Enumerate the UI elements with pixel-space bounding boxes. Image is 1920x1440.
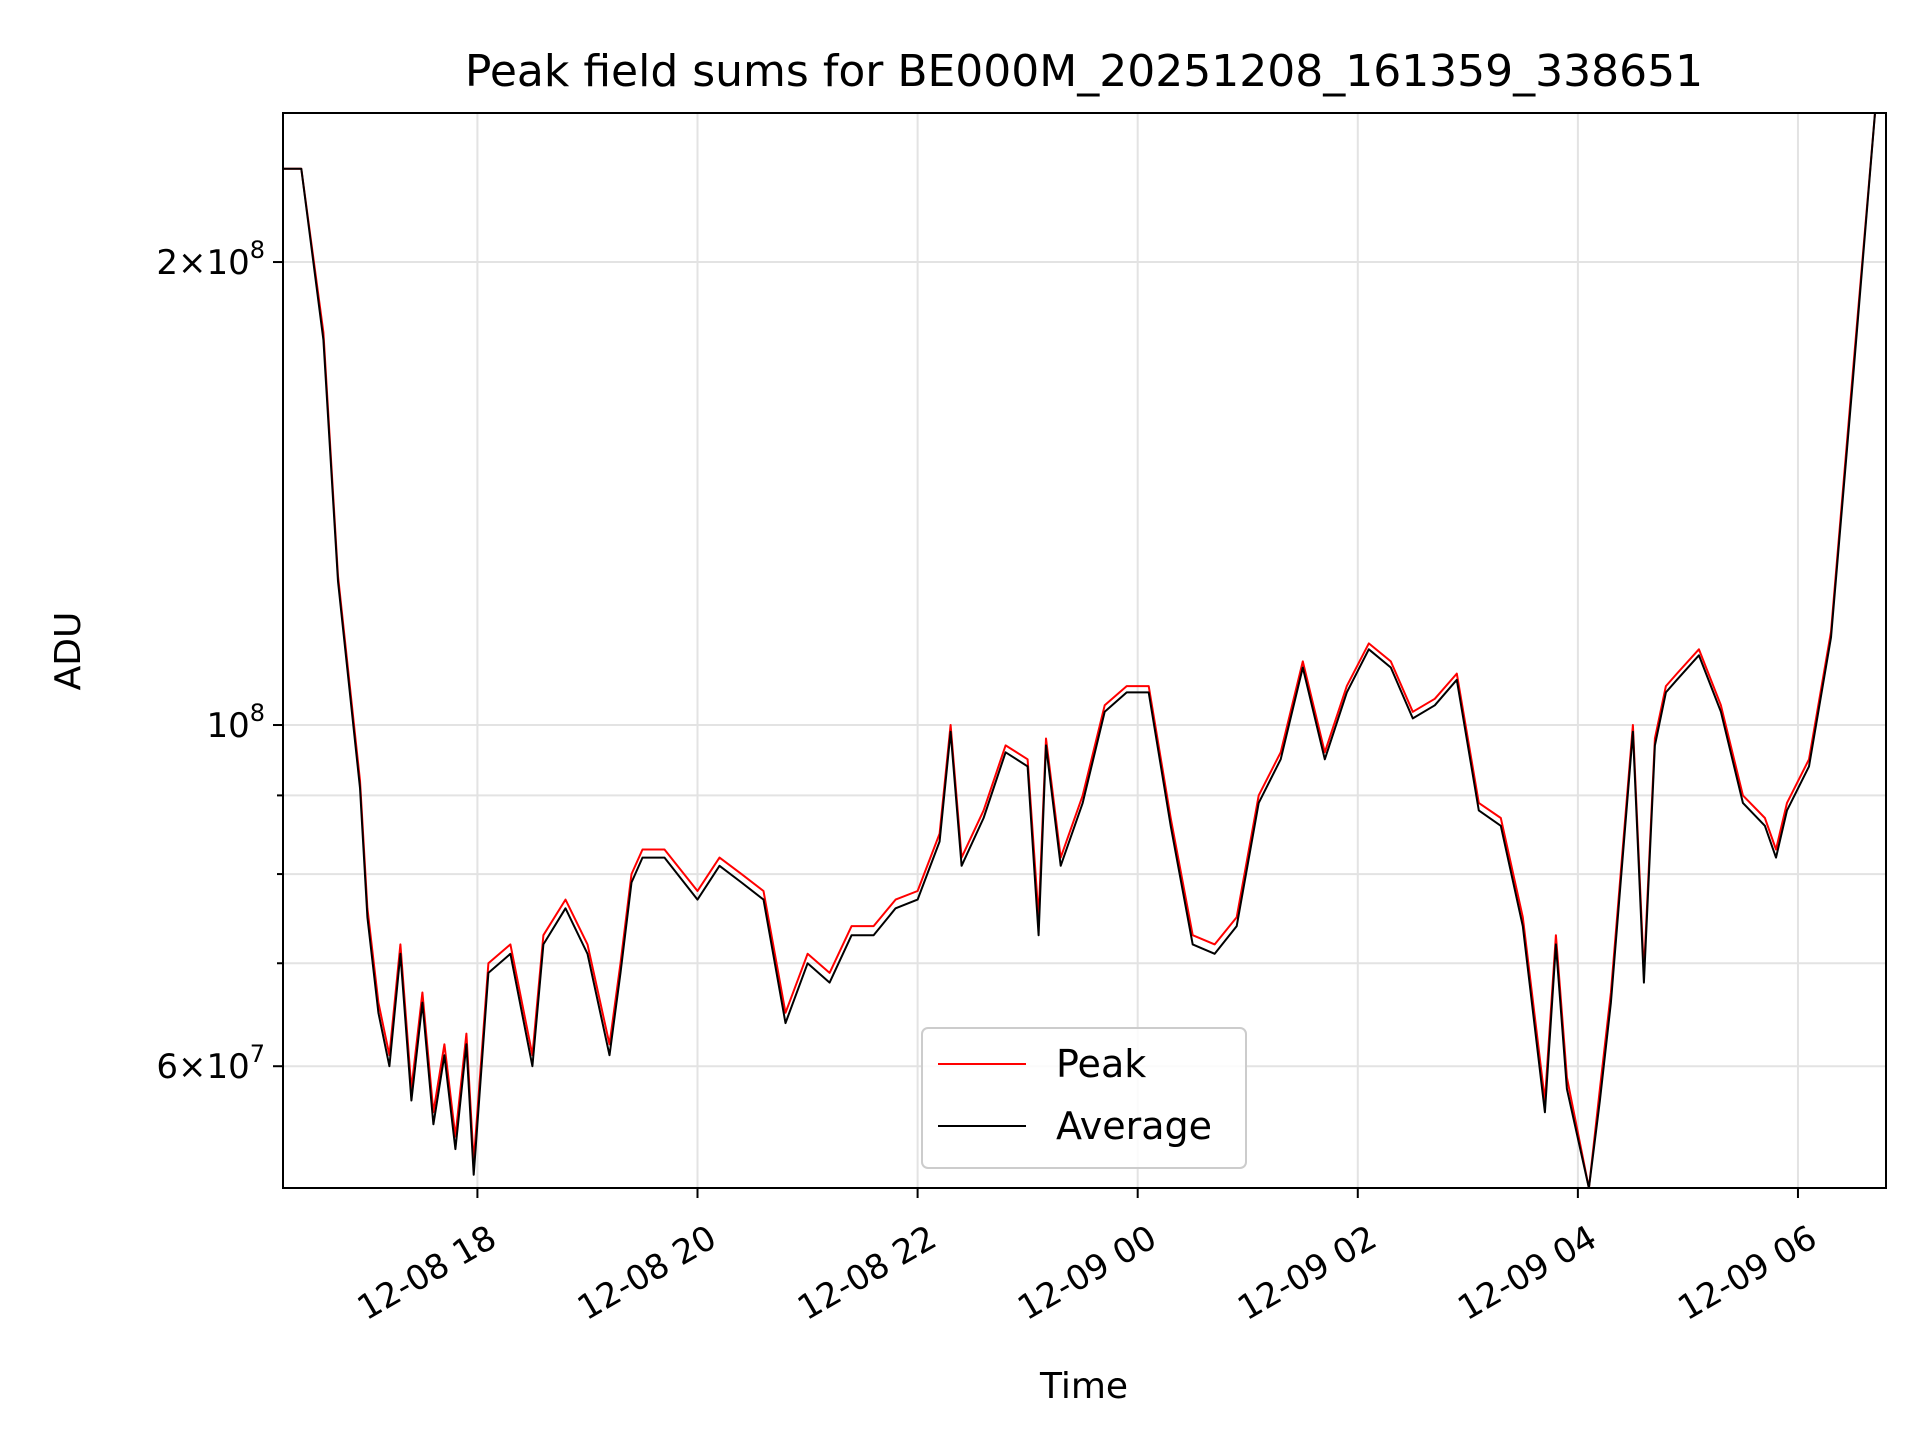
x-tick-label: 12-09 06 bbox=[1671, 1218, 1823, 1329]
y-tick-label: 108 bbox=[206, 699, 265, 746]
series-group bbox=[283, 112, 1886, 1189]
y-tick-label: 6×107 bbox=[156, 1040, 265, 1087]
chart-title: Peak field sums for BE000M_20251208_1613… bbox=[465, 46, 1703, 97]
series-line-average bbox=[283, 112, 1886, 1189]
x-tick-label: 12-08 20 bbox=[571, 1218, 723, 1329]
series-line-peak bbox=[283, 112, 1886, 1189]
x-tick-label: 12-08 22 bbox=[791, 1218, 943, 1329]
x-tick-label: 12-09 04 bbox=[1451, 1218, 1603, 1329]
legend-label-peak: Peak bbox=[1056, 1042, 1146, 1086]
x-tick-label: 12-09 02 bbox=[1231, 1218, 1383, 1329]
grid bbox=[283, 113, 1886, 1188]
plot-area-frame bbox=[282, 112, 1887, 1189]
legend: Peak Average bbox=[921, 1027, 1247, 1169]
y-axis-label: ADU bbox=[48, 612, 89, 691]
legend-label-average: Average bbox=[1056, 1104, 1212, 1148]
x-tick-label: 12-09 00 bbox=[1011, 1218, 1163, 1329]
y-tick-label: 2×108 bbox=[156, 236, 265, 283]
x-axis-label: Time bbox=[1039, 1366, 1128, 1407]
x-tick-label: 12-08 18 bbox=[351, 1218, 503, 1329]
